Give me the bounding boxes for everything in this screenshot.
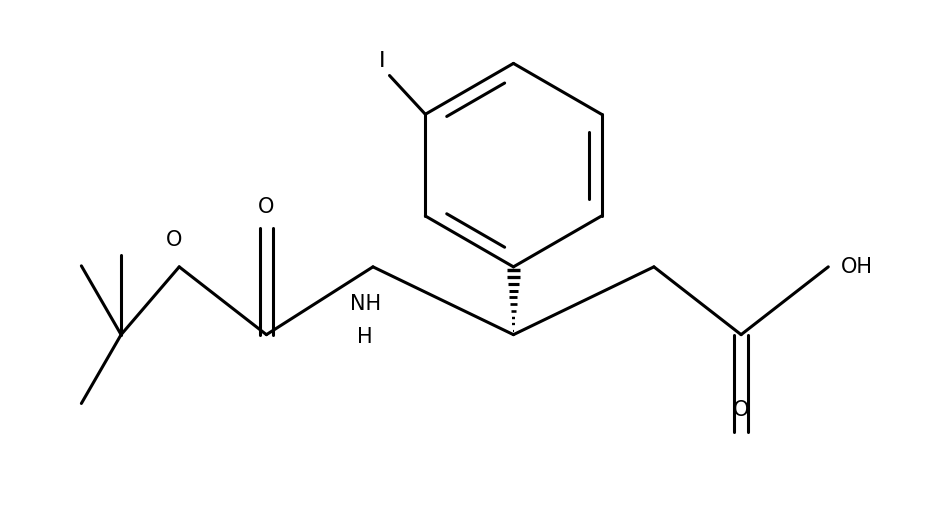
Text: I: I: [379, 51, 385, 71]
Text: O: O: [733, 400, 750, 420]
Text: O: O: [259, 197, 274, 217]
Text: OH: OH: [842, 257, 873, 277]
Text: H: H: [357, 326, 373, 346]
Text: NH: NH: [350, 293, 380, 314]
Text: O: O: [166, 230, 182, 250]
